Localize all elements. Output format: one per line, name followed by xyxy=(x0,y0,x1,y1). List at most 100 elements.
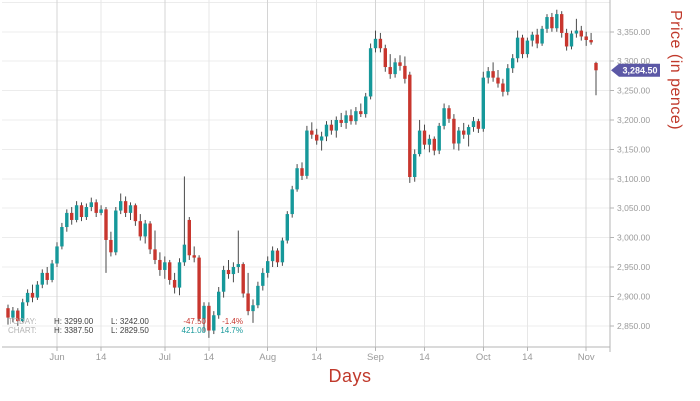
candle-up xyxy=(212,315,216,331)
candle-up xyxy=(177,262,182,288)
candle-down xyxy=(594,62,598,71)
candle-up xyxy=(555,14,559,29)
candle-down xyxy=(138,221,142,237)
candle-down xyxy=(192,255,196,258)
candle-down xyxy=(45,272,49,280)
candle-down xyxy=(275,250,280,263)
candle-down xyxy=(109,239,113,253)
candle-up xyxy=(437,125,441,151)
y-tick-label: 3,300.00 xyxy=(617,56,650,66)
candle-up xyxy=(324,124,329,137)
candle-down xyxy=(172,279,177,288)
candle-down xyxy=(104,209,108,240)
last-price-badge xyxy=(611,63,660,77)
y-tick-label: 3,050.00 xyxy=(617,203,650,213)
candle-up xyxy=(236,264,240,268)
legend-chart-label: CHART: xyxy=(8,326,37,335)
candle-up xyxy=(217,291,221,316)
candle-down xyxy=(520,37,525,55)
candle-down xyxy=(148,223,152,250)
candle-up xyxy=(344,115,348,123)
candle-up xyxy=(364,96,368,115)
candle-down xyxy=(398,62,402,66)
candle-up xyxy=(515,37,520,59)
candle-up xyxy=(427,138,432,145)
candle-down xyxy=(241,264,245,294)
legend-chart-pct: 14.7% xyxy=(220,326,243,335)
legend-chart-change: 421.00 xyxy=(181,326,206,335)
y-tick-label: 2,850.00 xyxy=(617,321,650,331)
candle-up xyxy=(35,284,40,298)
y-tick-label: 2,950.00 xyxy=(617,262,650,272)
candle-up xyxy=(231,267,236,275)
candle-up xyxy=(11,310,15,318)
candle-down xyxy=(462,130,466,135)
candle-down xyxy=(349,115,353,122)
x-tick-label: Nov xyxy=(578,352,595,363)
candle-down xyxy=(158,259,162,270)
candle-down xyxy=(388,67,392,75)
candle-up xyxy=(525,40,530,55)
candle-down xyxy=(408,74,412,178)
candle-down xyxy=(226,269,231,275)
candle-up xyxy=(393,62,397,75)
candle-up xyxy=(55,246,59,264)
candle-up xyxy=(270,250,275,262)
candle-down xyxy=(452,118,456,144)
candle-up xyxy=(182,244,187,263)
x-tick-label: Aug xyxy=(259,352,276,363)
candle-up xyxy=(128,205,133,213)
candle-up xyxy=(74,205,79,220)
y-axis-title: Price (in pence) xyxy=(667,10,684,131)
candle-up xyxy=(295,168,299,190)
last-price-label: 3,284.50 xyxy=(622,65,657,75)
candle-up xyxy=(334,119,338,131)
legend-today-change: -47.50 xyxy=(183,317,206,326)
candle-up xyxy=(417,130,422,155)
candle-down xyxy=(207,305,211,331)
candle-down xyxy=(560,14,564,33)
legend-chart-high: H: 3387.50 xyxy=(54,326,94,335)
candle-down xyxy=(476,121,481,129)
legend-today-high: H: 3299.00 xyxy=(54,317,94,326)
candle-up xyxy=(530,34,534,41)
x-tick-label: Jun xyxy=(49,352,64,363)
candle-down xyxy=(501,83,505,92)
candle-up xyxy=(413,154,417,178)
candle-up xyxy=(99,209,103,213)
x-tick-label: 14 xyxy=(522,352,533,363)
candle-down xyxy=(153,249,157,260)
candle-down xyxy=(329,124,334,131)
candle-down xyxy=(310,130,314,135)
candle-down xyxy=(187,219,191,256)
candle-up xyxy=(545,17,549,29)
candle-up xyxy=(486,71,490,78)
candle-down xyxy=(383,48,387,68)
candle-up xyxy=(261,272,265,286)
candle-up xyxy=(481,77,485,129)
candle-up xyxy=(221,269,226,292)
x-axis-title: Days xyxy=(328,366,372,386)
candle-up xyxy=(354,111,358,122)
candle-down xyxy=(447,108,451,119)
candle-up xyxy=(60,227,64,247)
y-tick-label: 3,250.00 xyxy=(617,86,650,96)
candle-up xyxy=(466,127,471,135)
x-tick-label: Sep xyxy=(367,352,384,363)
candle-down xyxy=(535,34,539,44)
candle-down xyxy=(315,134,319,141)
candle-down xyxy=(403,65,407,79)
y-tick-label: 3,200.00 xyxy=(617,115,650,125)
candle-down xyxy=(16,310,20,322)
candle-up xyxy=(540,28,544,44)
y-tick-label: 2,900.00 xyxy=(617,291,650,301)
candle-up xyxy=(285,214,289,241)
legend-today-low: L: 3242.00 xyxy=(111,317,149,326)
candle-up xyxy=(319,136,324,141)
candle-up xyxy=(163,262,167,270)
candle-down xyxy=(133,205,138,222)
candle-down xyxy=(550,17,554,29)
candle-up xyxy=(569,33,574,47)
